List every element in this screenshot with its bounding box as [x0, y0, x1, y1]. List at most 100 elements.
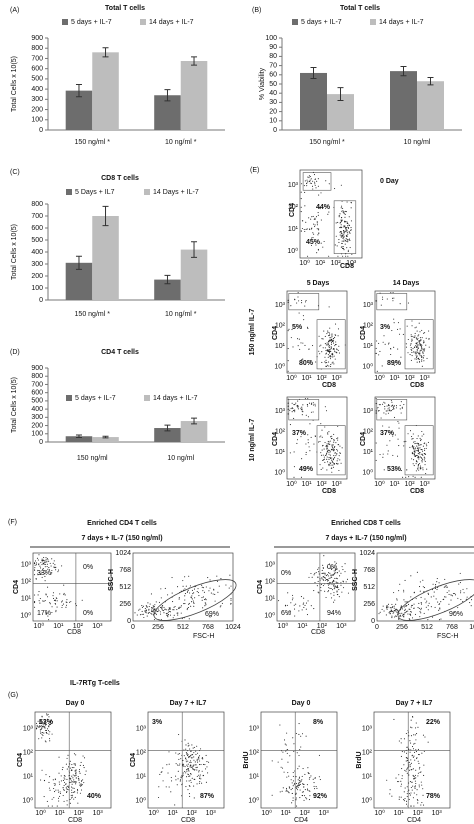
y-tick-label: 10² [363, 323, 374, 330]
event-dot [74, 781, 76, 783]
event-dot [348, 216, 350, 218]
event-dot [183, 603, 185, 605]
event-dot [158, 601, 161, 603]
x-tick-label: 10² [74, 810, 85, 817]
event-dot [333, 350, 336, 352]
event-dot [305, 414, 307, 416]
event-dot [429, 793, 431, 795]
event-dot [416, 461, 418, 463]
y-tick-label: 10³ [23, 726, 34, 733]
event-dot [426, 445, 428, 447]
y-axis-label: SSC-H [108, 569, 115, 591]
event-dot [421, 365, 423, 367]
event-dot [293, 404, 295, 406]
event-dot [185, 786, 187, 788]
event-dot [411, 715, 414, 718]
event-dot [405, 770, 407, 772]
event-dot [287, 299, 289, 301]
event-dot [41, 733, 43, 736]
column-title: 14 Days [393, 280, 420, 287]
event-dot [316, 585, 318, 587]
event-dot [154, 604, 156, 606]
event-dot [307, 181, 309, 183]
event-dot [375, 410, 377, 412]
x-tick-label: 10³ [331, 481, 342, 488]
event-dot [187, 768, 189, 770]
event-dot [321, 338, 323, 340]
event-dot [39, 722, 41, 724]
event-dot [303, 602, 305, 604]
event-dot [201, 782, 203, 784]
event-dot [346, 201, 348, 203]
event-dot [378, 404, 380, 406]
event-dot [66, 778, 68, 780]
event-dot [80, 784, 82, 786]
bar [92, 52, 119, 130]
event-dot [201, 599, 203, 601]
event-dot [410, 334, 412, 336]
event-dot [415, 782, 417, 785]
event-dot [335, 351, 338, 353]
event-dot [397, 609, 399, 611]
event-dot [283, 739, 286, 741]
event-dot [298, 723, 300, 725]
event-dot [168, 610, 170, 613]
event-dot [408, 608, 410, 610]
event-dot [388, 342, 390, 344]
event-dot [39, 730, 41, 732]
event-dot [418, 334, 420, 336]
event-dot [458, 583, 460, 585]
y-tick-label: 512 [363, 584, 375, 591]
y-tick-label: 10¹ [275, 449, 286, 456]
event-dot [60, 775, 62, 777]
event-dot [310, 182, 313, 184]
event-dot [326, 333, 328, 335]
event-dot [347, 222, 349, 225]
event-dot [165, 609, 167, 611]
event-dot [422, 469, 424, 471]
event-dot [289, 610, 292, 612]
event-dot [193, 768, 195, 770]
event-dot [414, 346, 416, 348]
event-dot [438, 619, 441, 621]
event-dot [75, 771, 77, 773]
event-dot [378, 613, 380, 615]
event-dot [74, 791, 76, 793]
event-dot [281, 790, 283, 792]
event-dot [418, 784, 420, 786]
y-tick-label: 600 [31, 390, 43, 397]
event-dot [48, 733, 50, 735]
event-dot [410, 759, 412, 761]
event-dot [422, 734, 425, 736]
event-dot [199, 774, 201, 776]
event-dot [340, 462, 342, 464]
event-dot [329, 577, 331, 579]
event-dot [302, 603, 304, 605]
event-dot [59, 791, 61, 793]
event-dot [334, 244, 336, 246]
event-dot [205, 599, 207, 601]
x-tick-label: 10¹ [53, 623, 64, 630]
event-dot [80, 785, 82, 787]
event-dot [294, 615, 296, 617]
event-dot [419, 465, 422, 467]
event-dot [340, 219, 342, 221]
legend-label: 5 days + IL-7 [71, 19, 112, 26]
event-dot [340, 221, 342, 223]
event-dot [410, 719, 412, 721]
event-dot [326, 469, 328, 471]
event-dot [292, 780, 294, 782]
event-dot [43, 559, 45, 561]
event-dot [42, 732, 44, 734]
event-dot [167, 615, 169, 617]
event-dot [323, 456, 325, 458]
event-dot [402, 614, 404, 616]
event-dot [330, 343, 332, 345]
event-dot [189, 761, 191, 763]
event-dot [41, 716, 43, 718]
event-dot [191, 744, 193, 746]
event-dot [184, 576, 186, 578]
event-dot [48, 619, 50, 621]
event-dot [204, 605, 206, 607]
event-dot [411, 755, 413, 757]
